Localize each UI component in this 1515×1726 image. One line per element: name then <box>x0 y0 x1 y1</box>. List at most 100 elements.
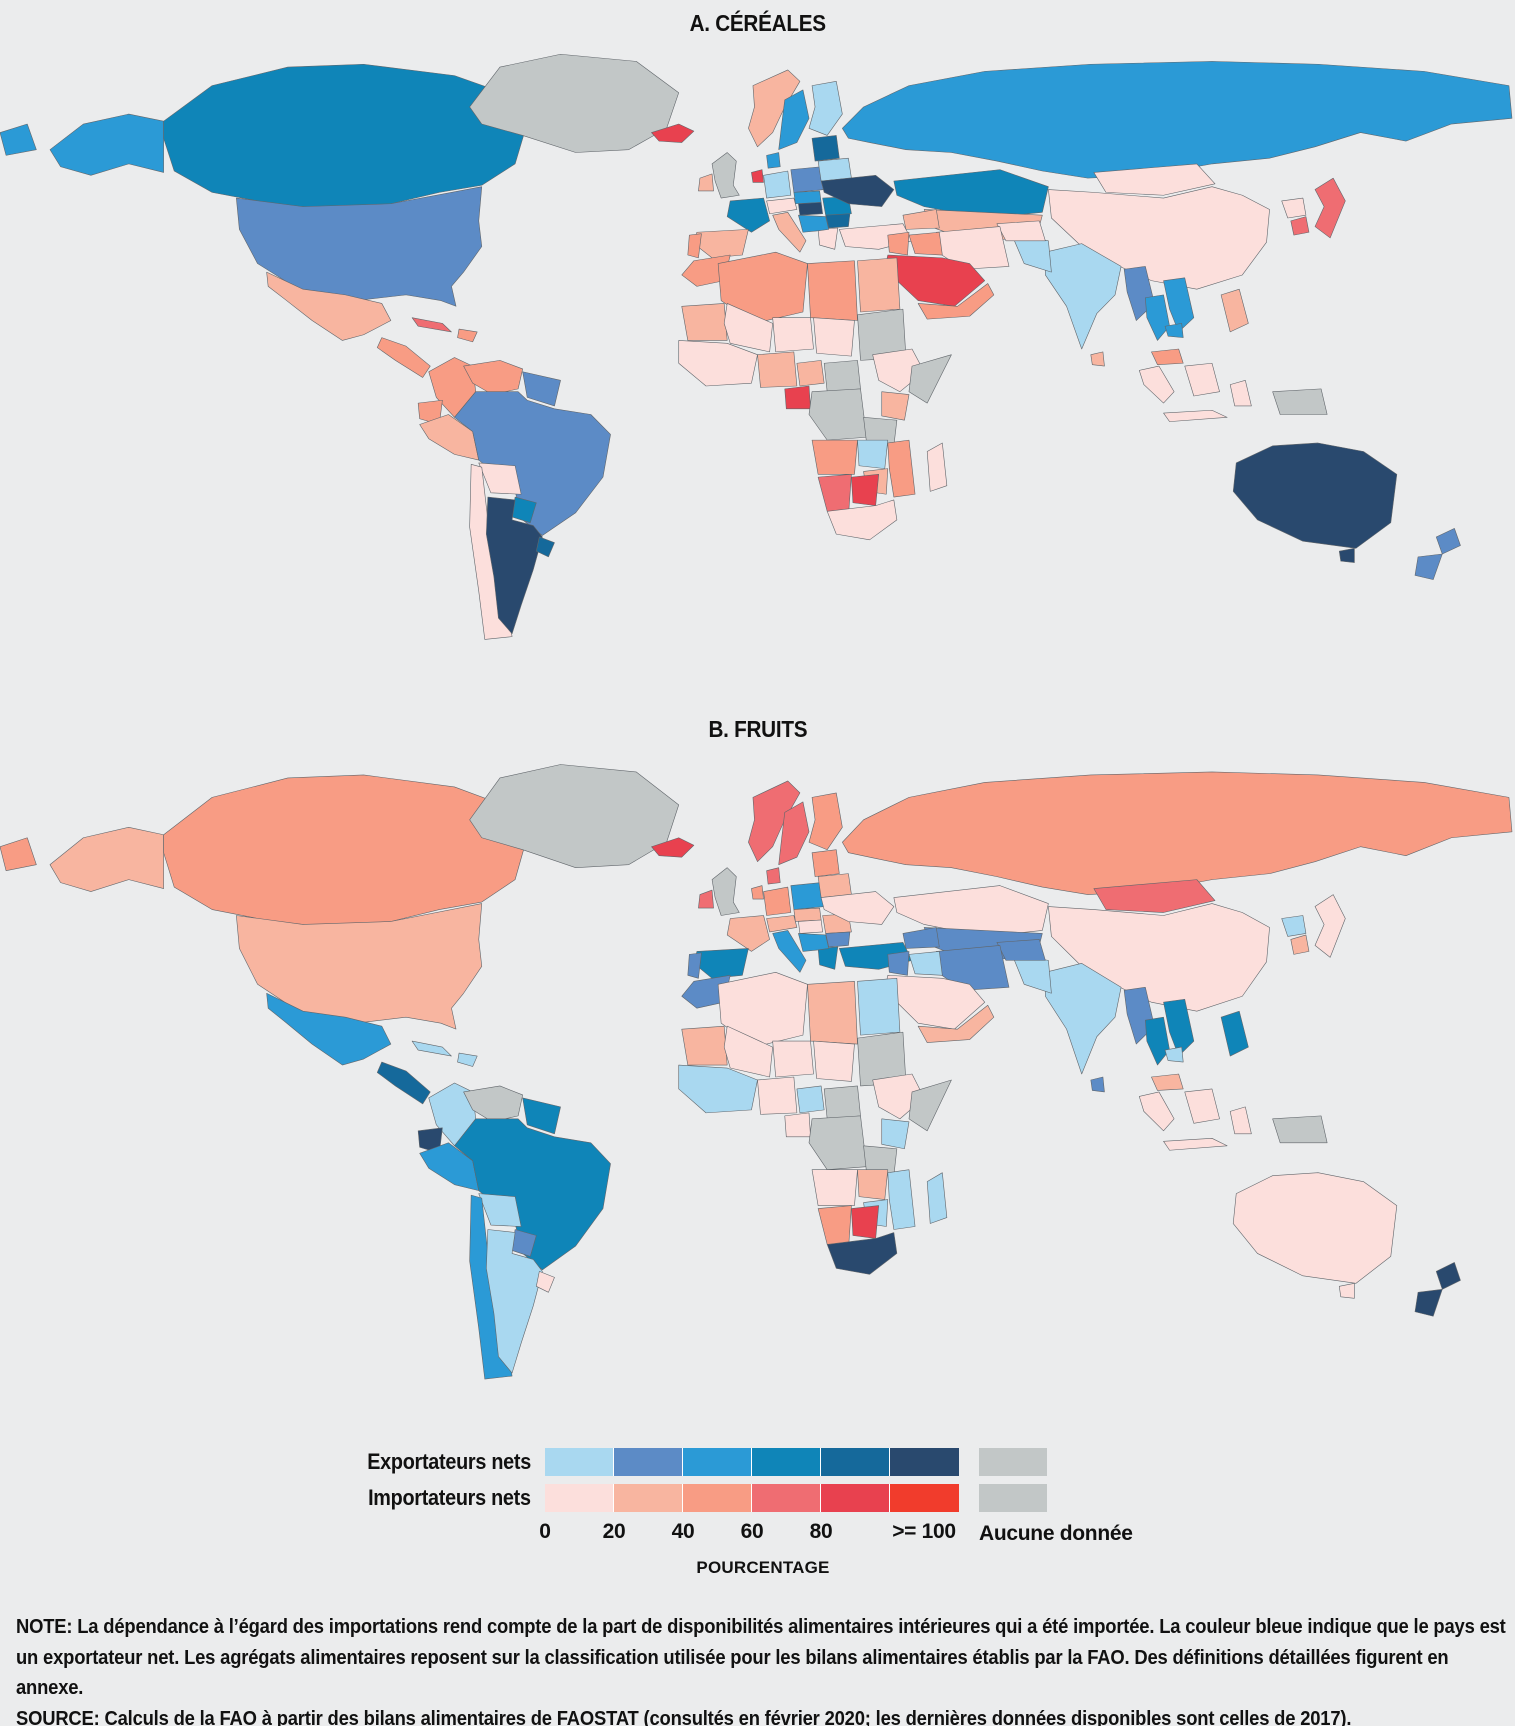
country-botswana <box>851 474 880 506</box>
country-kazakhstan <box>893 885 1049 937</box>
legend-exporters-label-text: Exportateurs nets <box>367 1449 531 1474</box>
country-spain <box>693 229 749 259</box>
country-india <box>1045 243 1122 350</box>
country-mauritania <box>681 1025 728 1066</box>
legend-swatch-red-3 <box>683 1484 752 1512</box>
country-bolivia <box>478 1193 522 1227</box>
country-somalia <box>908 1079 952 1132</box>
legend-exporters-swatches <box>545 1448 959 1476</box>
country-indonesia <box>1138 365 1175 404</box>
legend-tick-20: 20 <box>602 1520 626 1543</box>
country-nz <box>1435 528 1461 555</box>
country-bolivia <box>478 462 522 495</box>
country-alpine <box>766 197 798 215</box>
country-alaska <box>49 113 164 176</box>
country-nigeria <box>757 351 798 388</box>
country-netherlands <box>751 169 764 183</box>
country-greece <box>817 946 839 970</box>
figure-notes: NOTE: La dépendance à l’égard des import… <box>16 1612 1515 1726</box>
country-venezuela <box>463 360 523 395</box>
country-japan <box>1314 894 1346 958</box>
country-australia <box>1232 442 1398 549</box>
country-cameroon <box>796 360 825 387</box>
country-usa <box>236 903 483 1030</box>
country-france <box>726 197 770 233</box>
country-philippines <box>1220 288 1249 333</box>
country-nigeria <box>757 1076 798 1115</box>
legend-swatch-red-6 <box>890 1484 959 1512</box>
country-baltics <box>811 135 840 162</box>
country-indonesia <box>1184 362 1220 397</box>
country-chukotka <box>0 123 37 156</box>
country-levant <box>887 951 910 976</box>
panel-a-title: A. CÉRÉALES <box>0 10 1515 37</box>
legend-swatch-red-5 <box>821 1484 890 1512</box>
legend-tick-60: 60 <box>740 1520 764 1543</box>
legend-swatch-blue-6 <box>890 1448 959 1476</box>
country-drc <box>808 388 867 441</box>
country-poland <box>790 166 825 193</box>
country-algeria <box>717 251 808 324</box>
country-balkans <box>798 933 830 952</box>
country-kazakhstan <box>893 169 1049 219</box>
country-chad <box>813 317 855 357</box>
country-belarus <box>817 873 852 898</box>
country-brazil <box>454 391 611 536</box>
country-cuba <box>411 1040 452 1057</box>
country-niger <box>772 317 814 353</box>
country-alaska <box>49 826 164 892</box>
legend-swatch-blue-1 <box>545 1448 614 1476</box>
legend-no-data-swatch-bottom <box>979 1484 1047 1512</box>
legend-scale-ticks: 0 20 40 60 80 >= 100 <box>539 1520 959 1548</box>
country-westafrica <box>678 1064 758 1114</box>
legend-no-data-label: Aucune donnée <box>979 1522 1133 1545</box>
legend-swatch-red-1 <box>545 1484 614 1512</box>
country-denmark <box>766 152 781 169</box>
country-ukraine <box>820 175 895 207</box>
country-yemenoman <box>917 1004 995 1043</box>
country-balkans <box>798 214 830 233</box>
country-vietnam <box>1163 277 1195 333</box>
country-mongolia <box>1093 163 1216 196</box>
legend-swatch-blue-5 <box>821 1448 890 1476</box>
country-canada <box>163 63 527 210</box>
country-czesk <box>793 907 822 922</box>
country-germany <box>763 886 792 916</box>
legend-unit-row: POURCENTAGE <box>0 1556 1515 1580</box>
country-norway <box>748 69 801 148</box>
country-png <box>1272 388 1328 415</box>
country-libya <box>807 260 858 321</box>
country-mali <box>723 303 773 353</box>
country-kenya <box>881 391 910 421</box>
country-caucasus <box>902 209 940 230</box>
country-gabon <box>784 385 811 410</box>
country-egypt <box>857 978 901 1036</box>
country-poland <box>790 882 825 910</box>
country-mali <box>723 1025 773 1078</box>
country-iceland <box>651 837 695 858</box>
country-hispaniola <box>457 328 478 343</box>
country-hispaniola <box>457 1052 478 1067</box>
country-nkorea <box>1281 197 1307 219</box>
country-spain <box>693 948 749 979</box>
legend-importers-label: Importateurs nets <box>0 1485 545 1511</box>
legend-tick-80: 80 <box>809 1520 833 1543</box>
country-afghanistan <box>996 220 1046 242</box>
country-iceland <box>651 123 695 143</box>
country-indonesia <box>1229 1106 1252 1135</box>
country-japan <box>1314 177 1346 239</box>
country-tasmania <box>1338 548 1355 563</box>
country-morocco <box>681 975 731 1009</box>
country-alpine <box>766 915 798 933</box>
country-uk <box>711 152 740 199</box>
choropleth-map-cereales <box>0 53 1513 640</box>
country-ukraine <box>820 891 895 925</box>
country-canada <box>163 774 527 928</box>
country-madagascar <box>926 442 948 492</box>
country-chad <box>813 1040 855 1082</box>
country-cambodia <box>1164 1046 1184 1063</box>
legend-importers-swatches <box>545 1484 959 1512</box>
country-thailand <box>1145 294 1170 341</box>
country-botswana <box>851 1205 880 1239</box>
